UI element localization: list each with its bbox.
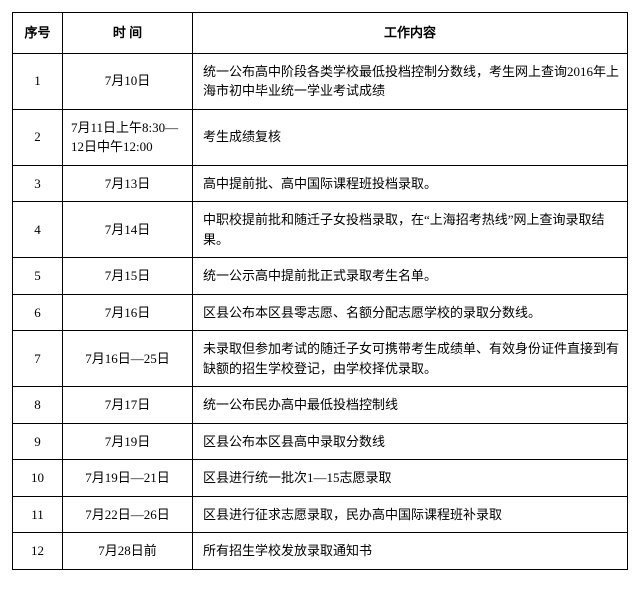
table-row: 57月15日统一公示高中提前批正式录取考生名单。 (13, 258, 628, 295)
cell-time: 7月28日前 (63, 533, 193, 570)
cell-time: 7月14日 (63, 202, 193, 258)
cell-content: 统一公示高中提前批正式录取考生名单。 (193, 258, 628, 295)
cell-time: 7月10日 (63, 53, 193, 109)
cell-content: 所有招生学校发放录取通知书 (193, 533, 628, 570)
cell-time: 7月19日—21日 (63, 460, 193, 497)
cell-content: 高中提前批、高中国际课程班投档录取。 (193, 165, 628, 202)
cell-content: 区县进行征求志愿录取，民办高中国际课程班补录取 (193, 496, 628, 533)
cell-seq: 6 (13, 294, 63, 331)
table-row: 127月28日前所有招生学校发放录取通知书 (13, 533, 628, 570)
cell-seq: 12 (13, 533, 63, 570)
table-body: 17月10日统一公布高中阶段各类学校最低投档控制分数线，考生网上查询2016年上… (13, 53, 628, 569)
cell-seq: 11 (13, 496, 63, 533)
schedule-table: 序号 时 间 工作内容 17月10日统一公布高中阶段各类学校最低投档控制分数线，… (12, 12, 628, 570)
cell-seq: 8 (13, 387, 63, 424)
cell-time: 7月16日—25日 (63, 331, 193, 387)
cell-time: 7月17日 (63, 387, 193, 424)
table-row: 17月10日统一公布高中阶段各类学校最低投档控制分数线，考生网上查询2016年上… (13, 53, 628, 109)
cell-content: 未录取但参加考试的随迁子女可携带考生成绩单、有效身份证件直接到有缺额的招生学校登… (193, 331, 628, 387)
cell-content: 区县公布本区县零志愿、名额分配志愿学校的录取分数线。 (193, 294, 628, 331)
cell-seq: 10 (13, 460, 63, 497)
header-seq: 序号 (13, 13, 63, 54)
cell-content: 区县公布本区县高中录取分数线 (193, 423, 628, 460)
cell-content: 区县进行统一批次1—15志愿录取 (193, 460, 628, 497)
cell-time: 7月19日 (63, 423, 193, 460)
table-row: 87月17日统一公布民办高中最低投档控制线 (13, 387, 628, 424)
table-row: 27月11日上午8:30—12日中午12:00考生成绩复核 (13, 109, 628, 165)
cell-content: 中职校提前批和随迁子女投档录取，在“上海招考热线”网上查询录取结果。 (193, 202, 628, 258)
table-row: 37月13日高中提前批、高中国际课程班投档录取。 (13, 165, 628, 202)
cell-seq: 9 (13, 423, 63, 460)
cell-seq: 3 (13, 165, 63, 202)
cell-time: 7月22日—26日 (63, 496, 193, 533)
table-row: 107月19日—21日区县进行统一批次1—15志愿录取 (13, 460, 628, 497)
cell-time: 7月11日上午8:30—12日中午12:00 (63, 109, 193, 165)
table-row: 47月14日中职校提前批和随迁子女投档录取，在“上海招考热线”网上查询录取结果。 (13, 202, 628, 258)
cell-seq: 5 (13, 258, 63, 295)
cell-seq: 7 (13, 331, 63, 387)
cell-seq: 4 (13, 202, 63, 258)
cell-seq: 1 (13, 53, 63, 109)
cell-seq: 2 (13, 109, 63, 165)
cell-content: 统一公布民办高中最低投档控制线 (193, 387, 628, 424)
table-row: 77月16日—25日未录取但参加考试的随迁子女可携带考生成绩单、有效身份证件直接… (13, 331, 628, 387)
cell-time: 7月16日 (63, 294, 193, 331)
table-header-row: 序号 时 间 工作内容 (13, 13, 628, 54)
table-row: 97月19日区县公布本区县高中录取分数线 (13, 423, 628, 460)
cell-time: 7月15日 (63, 258, 193, 295)
table-row: 67月16日区县公布本区县零志愿、名额分配志愿学校的录取分数线。 (13, 294, 628, 331)
cell-time: 7月13日 (63, 165, 193, 202)
header-time: 时 间 (63, 13, 193, 54)
cell-content: 统一公布高中阶段各类学校最低投档控制分数线，考生网上查询2016年上海市初中毕业… (193, 53, 628, 109)
table-row: 117月22日—26日区县进行征求志愿录取，民办高中国际课程班补录取 (13, 496, 628, 533)
cell-content: 考生成绩复核 (193, 109, 628, 165)
header-content: 工作内容 (193, 13, 628, 54)
